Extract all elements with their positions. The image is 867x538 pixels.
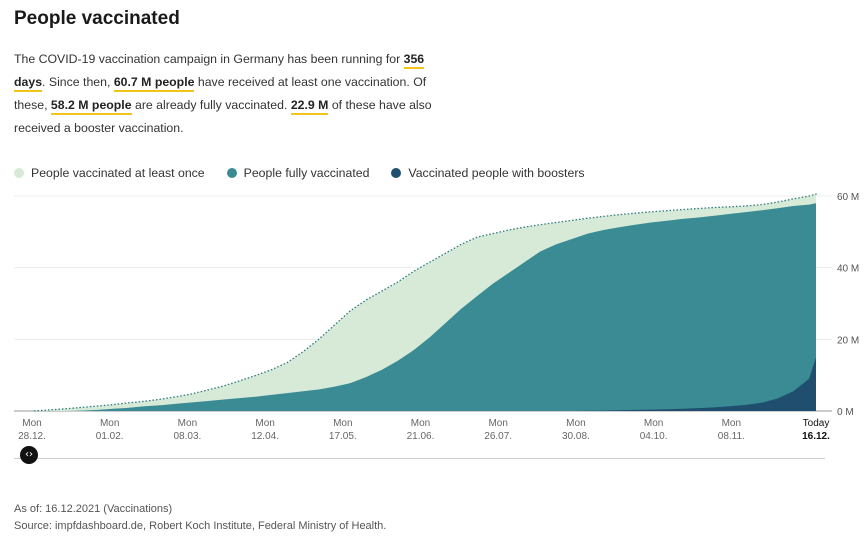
x-tick-day: Mon	[566, 418, 585, 429]
legend-swatch	[391, 168, 402, 178]
fully-vaccinated-highlight: 58.2 M people	[50, 98, 132, 115]
x-tick-day: Mon	[411, 418, 430, 429]
legend-swatch	[14, 168, 24, 178]
x-tick-day: Mon	[22, 418, 41, 429]
x-tick-day: Today	[803, 418, 830, 429]
x-tick-day: Mon	[255, 418, 274, 429]
x-tick-date: 08.11.	[718, 431, 745, 442]
area-series-2	[34, 202, 816, 411]
x-tick-date: 12.04.	[251, 431, 279, 442]
y-tick-label: 60 M	[837, 192, 859, 203]
intro-text-part: . Since then,	[42, 75, 114, 89]
x-tick-date: 04.10.	[640, 431, 668, 442]
x-tick-date: 16.12.	[802, 431, 830, 442]
x-tick-day: Mon	[644, 418, 663, 429]
source-note: Source: impfdashboard.de, Robert Koch In…	[14, 520, 387, 532]
intro-text-part: have received at least one vaccination. …	[14, 75, 427, 112]
time-range-track[interactable]	[14, 458, 825, 459]
x-tick-day: Mon	[488, 418, 507, 429]
legend-item-at-least-once: People vaccinated at least once	[14, 166, 205, 180]
legend-swatch	[226, 168, 237, 178]
x-tick-date: 01.02.	[96, 431, 124, 442]
page-title: People vaccinated	[14, 8, 180, 29]
y-tick-label: 0 M	[837, 407, 854, 418]
intro-text-part: of these have also received a booster va…	[14, 98, 432, 135]
chart-legend: People vaccinated at least once People f…	[14, 166, 585, 180]
left-right-arrows-icon[interactable]: ‹›	[20, 446, 38, 464]
legend-label: People fully vaccinated	[243, 166, 370, 180]
chart-footer: As of: 16.12.2021 (Vaccinations) Source:…	[14, 501, 386, 535]
x-tick-date: 26.07.	[484, 431, 512, 442]
vaccination-area-chart: 0 M 20 M 40 M 60 M Mon 28.12. Mon 01.02. Mon 08.0…	[14, 192, 859, 442]
intro-text-part: are already fully vaccinated.	[131, 98, 291, 112]
days-highlight: 356 days	[14, 52, 425, 92]
x-tick-day: Mon	[178, 418, 197, 429]
at-least-once-highlight: 60.7 M people	[113, 75, 195, 92]
x-tick-date: 30.08.	[562, 431, 590, 442]
as-of-note: As of: 16.12.2021 (Vaccinations)	[14, 503, 173, 515]
y-tick-label: 40 M	[837, 264, 859, 275]
x-tick-date: 08.03.	[173, 431, 201, 442]
intro-text-part: The COVID-19 vaccination campaign in Ger…	[14, 52, 404, 66]
x-tick-day: Mon	[722, 418, 741, 429]
x-tick-day: Mon	[333, 418, 352, 429]
intro-text: The COVID-19 vaccination campaign in Ger…	[14, 48, 434, 140]
booster-highlight: 22.9 M	[290, 98, 329, 115]
x-tick-date: 17.05.	[329, 431, 357, 442]
legend-label: Vaccinated people with boosters	[408, 166, 585, 180]
x-tick-day: Mon	[100, 418, 119, 429]
legend-label: People vaccinated at least once	[31, 166, 205, 180]
legend-item-boosters: Vaccinated people with boosters	[391, 166, 585, 180]
x-tick-date: 21.06.	[407, 431, 435, 442]
x-tick-date: 28.12.	[18, 431, 46, 442]
y-tick-label: 20 M	[837, 335, 859, 346]
legend-item-fully-vaccinated: People fully vaccinated	[226, 166, 370, 180]
